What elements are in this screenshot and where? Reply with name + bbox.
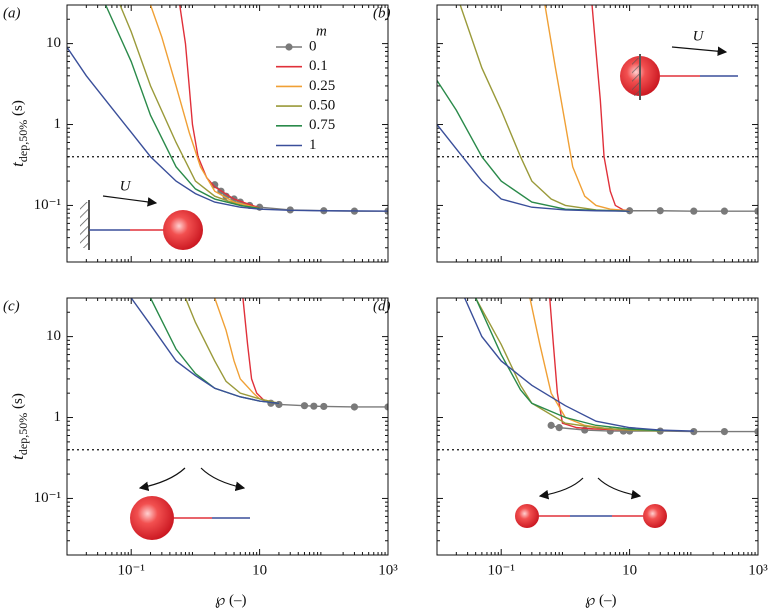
x-axis-label: ℘ (–): [585, 592, 617, 608]
legend-label: 1: [309, 137, 317, 153]
series-line: [549, 298, 630, 431]
x-tick-label: 10⁻¹: [117, 562, 144, 578]
marker: [690, 427, 698, 436]
legend-label: 0.75: [309, 117, 335, 133]
panel-label: (d): [373, 298, 391, 314]
y-tick-label: 10: [46, 35, 61, 51]
marker: [211, 181, 219, 189]
plot-area: [67, 5, 388, 215]
marker: [384, 403, 388, 411]
plot-area: [130, 298, 388, 411]
plot-area: [437, 5, 758, 215]
annotation: U: [693, 28, 705, 44]
illustration-b: [620, 46, 738, 100]
y-tick-label: 10⁻¹: [34, 490, 61, 506]
y-label-main: t: [8, 454, 27, 460]
legend-label: 0.50: [309, 98, 335, 114]
x-tick-label: 10: [622, 562, 637, 578]
series-line: [475, 298, 661, 432]
y-label-sub: dep,50%: [16, 413, 30, 455]
y-tick-label: 10: [46, 328, 61, 344]
series-line: [437, 124, 630, 212]
series-line: [270, 402, 388, 408]
marker: [275, 400, 283, 409]
y-label-main: t: [8, 161, 27, 167]
panel-label: (a): [3, 5, 21, 21]
series-line: [105, 5, 260, 210]
marker: [310, 402, 318, 410]
marker: [547, 421, 555, 429]
illustration-a: [80, 195, 203, 250]
illustration-d: [515, 477, 667, 528]
y-axis-label: tdep,50% (s): [8, 100, 30, 167]
panel-label: (b): [373, 5, 391, 21]
panel: 10⁻¹ 10 10³ 10⁻¹ 1 10 (c) ℘ (–) tdep,50% (s): [3, 297, 398, 608]
series-line: [464, 298, 694, 432]
series-line: [475, 298, 661, 432]
x-tick-label: 10³: [748, 562, 768, 578]
plot-frame: [66, 297, 389, 556]
panel: 10⁻¹ 10 10³ (d) ℘ (–): [373, 297, 768, 608]
marker: [754, 207, 758, 215]
panel-label: (c): [3, 298, 20, 314]
plot-frame: [436, 297, 759, 556]
marker: [720, 427, 729, 436]
marker: [720, 207, 729, 215]
y-tick-label: 1: [54, 409, 62, 425]
series-line: [214, 298, 280, 404]
legend-marker: [285, 43, 293, 51]
series-line: [179, 5, 260, 209]
legend-title: m: [316, 23, 327, 39]
series-line: [591, 5, 630, 212]
x-axis-label: ℘ (–): [215, 592, 247, 608]
marker: [350, 403, 359, 411]
legend-label: 0: [309, 38, 317, 54]
y-label-unit: (s): [10, 393, 26, 413]
panel: (b) U: [373, 4, 759, 263]
y-axis-label: tdep,50% (s): [8, 393, 30, 460]
legend-label: 0.1: [309, 58, 328, 74]
series-line: [459, 5, 630, 212]
y-tick-label: 1: [54, 116, 62, 132]
series-line: [119, 5, 260, 210]
marker: [690, 207, 698, 215]
annotation: U: [120, 178, 132, 194]
series-line: [130, 298, 280, 404]
y-tick-label: 10⁻¹: [34, 197, 61, 213]
x-tick-label: 10: [252, 562, 267, 578]
plot-frame: [66, 4, 389, 263]
plot-frame: [436, 4, 759, 263]
marker: [656, 207, 664, 215]
series-line: [184, 298, 280, 404]
illustration-c: [130, 467, 250, 540]
plot-area: [464, 298, 758, 436]
marker: [300, 402, 309, 410]
y-label-unit: (s): [10, 100, 26, 120]
marker: [320, 402, 328, 411]
series-line: [67, 46, 388, 212]
marker: [754, 427, 758, 436]
series-line: [149, 5, 260, 210]
legend-label: 0.25: [309, 78, 335, 94]
x-tick-label: 10⁻¹: [487, 562, 514, 578]
series-line: [544, 5, 630, 212]
x-tick-label: 10³: [378, 562, 398, 578]
marker: [555, 424, 563, 432]
y-label-sub: dep,50%: [16, 120, 30, 162]
